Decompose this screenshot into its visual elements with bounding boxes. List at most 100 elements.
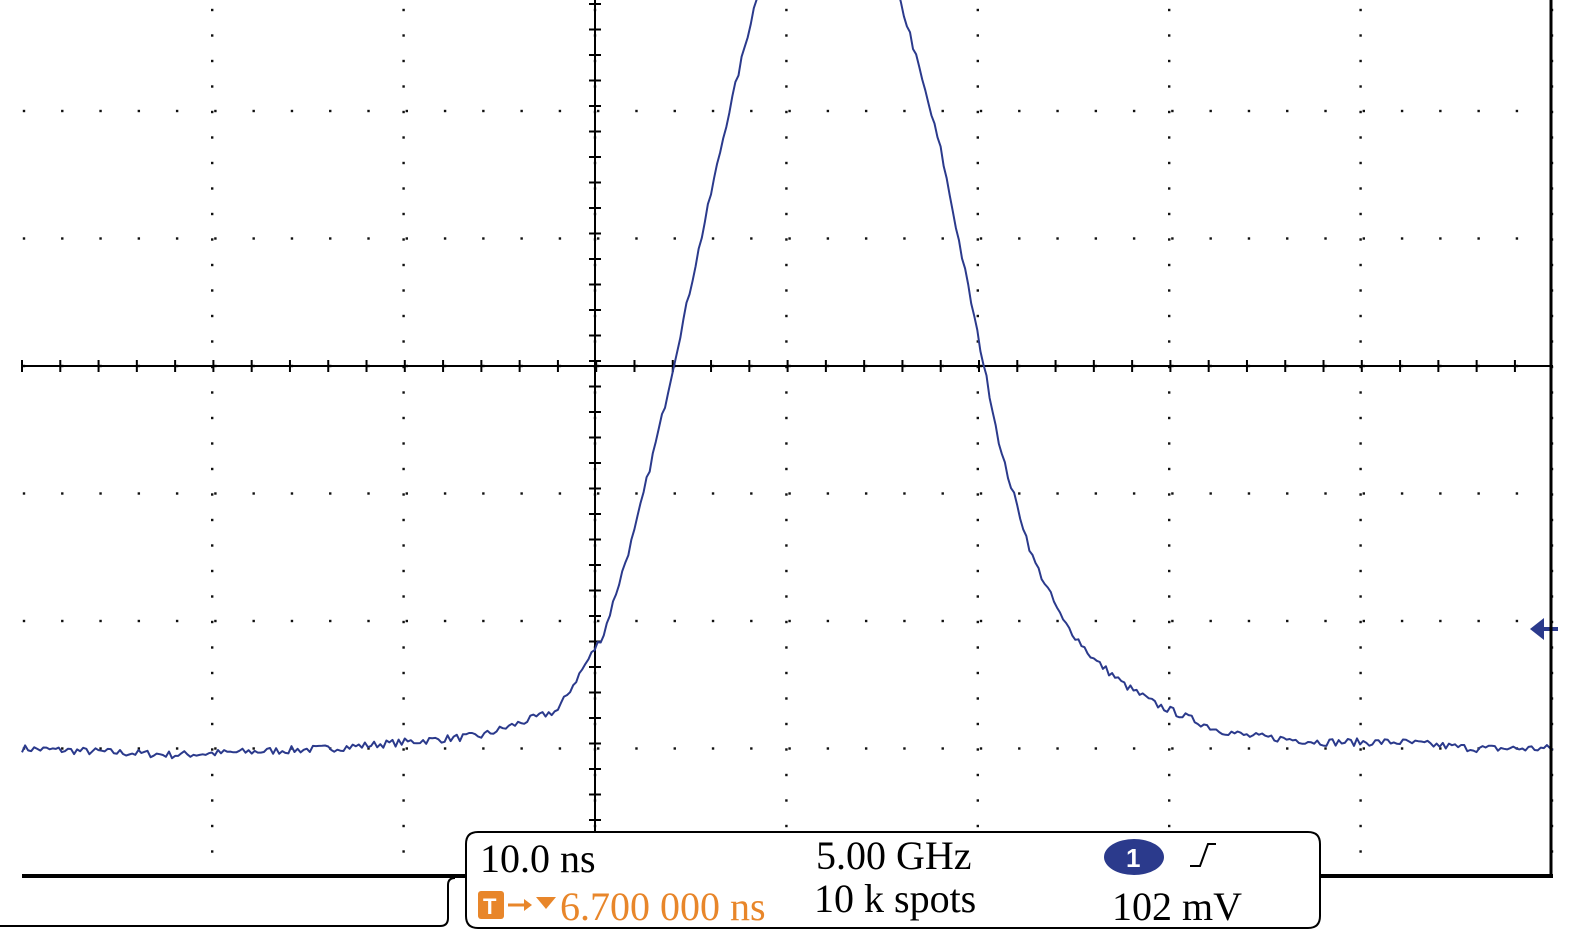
grid-dot <box>367 492 370 495</box>
grid-dot <box>1168 34 1171 37</box>
grid-dot <box>903 619 906 623</box>
grid-dot <box>1247 237 1251 240</box>
grid-dot <box>1168 569 1171 573</box>
grid-dot <box>1168 620 1171 624</box>
grid-dot <box>785 671 788 675</box>
grid-dot <box>1400 109 1404 113</box>
grid-dot <box>976 518 979 522</box>
grid-dot <box>1359 544 1362 547</box>
grid-dot <box>252 492 255 495</box>
grid-dot <box>976 161 979 165</box>
grid-dot <box>99 619 102 623</box>
grid-dot <box>1286 747 1289 750</box>
grid-dot <box>367 237 370 240</box>
grid-dot <box>1168 314 1171 318</box>
grid-dot <box>1056 747 1059 750</box>
grid-dot <box>1359 697 1362 700</box>
grid-dot <box>175 492 179 495</box>
grid-dot <box>826 109 830 113</box>
grid-dot <box>99 747 102 750</box>
grid-dot <box>750 237 753 240</box>
grid-dot <box>1359 59 1362 63</box>
grid-dot <box>211 8 214 12</box>
grid-dot <box>443 237 447 240</box>
grid-dot <box>211 544 214 547</box>
grid-dot <box>976 824 979 828</box>
grid-dot <box>1056 109 1059 113</box>
grid-dot <box>402 59 405 63</box>
grid-dot <box>61 747 64 750</box>
grid-dot <box>175 619 179 623</box>
grid-dot <box>1439 747 1442 750</box>
grid-dot <box>785 544 788 547</box>
grid-dot <box>211 289 214 292</box>
grid-dot <box>597 492 600 495</box>
sample-rate-readout: 5.00 GHz <box>816 833 972 878</box>
grid-dot <box>976 773 979 777</box>
grid-dot <box>402 569 405 573</box>
grid-dot <box>1094 492 1098 495</box>
grid-dot <box>211 187 214 190</box>
grid-dot <box>1359 238 1362 241</box>
grid-dot <box>402 314 405 318</box>
grid-dot <box>1056 237 1059 240</box>
grid-dot <box>1018 492 1021 495</box>
grid-dot <box>976 314 979 318</box>
grid-dot <box>976 110 979 114</box>
grid-dot <box>1286 492 1289 495</box>
grid-dot <box>211 238 214 241</box>
grid-dot <box>1359 340 1362 343</box>
grid-dot <box>405 492 408 495</box>
grid-dot <box>1324 109 1327 113</box>
grid-dot <box>1168 416 1171 420</box>
grid-dot <box>137 109 141 113</box>
grid-dot <box>979 237 983 240</box>
grid-dot <box>1362 492 1365 495</box>
grid-dot <box>1168 263 1171 267</box>
grid-dot <box>1359 442 1362 445</box>
grid-dot <box>211 518 214 522</box>
grid-dot <box>211 110 214 114</box>
grid-dot <box>1168 467 1171 471</box>
grid-dot <box>1477 619 1480 623</box>
grid-dot <box>1168 518 1171 522</box>
grid-dot <box>1168 646 1171 649</box>
grid-dot <box>785 110 788 114</box>
grid-dot <box>1056 619 1059 623</box>
grid-dot <box>673 109 676 113</box>
grid-dot <box>941 747 944 750</box>
grid-dot <box>1094 237 1098 240</box>
grid-dot <box>402 289 405 292</box>
grid-dot <box>976 289 979 292</box>
grid-dot <box>252 619 255 623</box>
grid-dot <box>211 824 214 828</box>
grid-dot <box>443 619 447 623</box>
grid-dot <box>788 492 791 495</box>
ground-level-marker <box>1530 618 1558 640</box>
grid-dot <box>1209 109 1212 113</box>
grid-dot <box>558 237 562 240</box>
grid-dot <box>520 747 523 750</box>
grid-dot <box>175 109 179 113</box>
grid-dot <box>1168 136 1171 139</box>
grid-dot <box>711 237 715 240</box>
grid-dot <box>976 671 979 675</box>
grid-dot <box>711 492 715 495</box>
grid-dot <box>750 109 753 113</box>
grid-dot <box>597 619 600 623</box>
left-readout-frame <box>0 877 456 927</box>
grid-dot <box>864 747 868 750</box>
grid-dot <box>785 697 788 700</box>
grid-dot <box>1359 850 1362 853</box>
grid-dot <box>211 467 214 471</box>
grid-dot <box>785 442 788 445</box>
grid-dot <box>402 34 405 37</box>
arrow-right-icon <box>508 899 532 911</box>
grid-dot <box>976 34 979 37</box>
grid-dot <box>597 237 600 240</box>
grid-dot <box>61 619 64 623</box>
grid-dot <box>1171 619 1174 623</box>
grid-dot <box>785 314 788 318</box>
grid-dot <box>520 109 523 113</box>
grid-dot <box>482 109 485 113</box>
